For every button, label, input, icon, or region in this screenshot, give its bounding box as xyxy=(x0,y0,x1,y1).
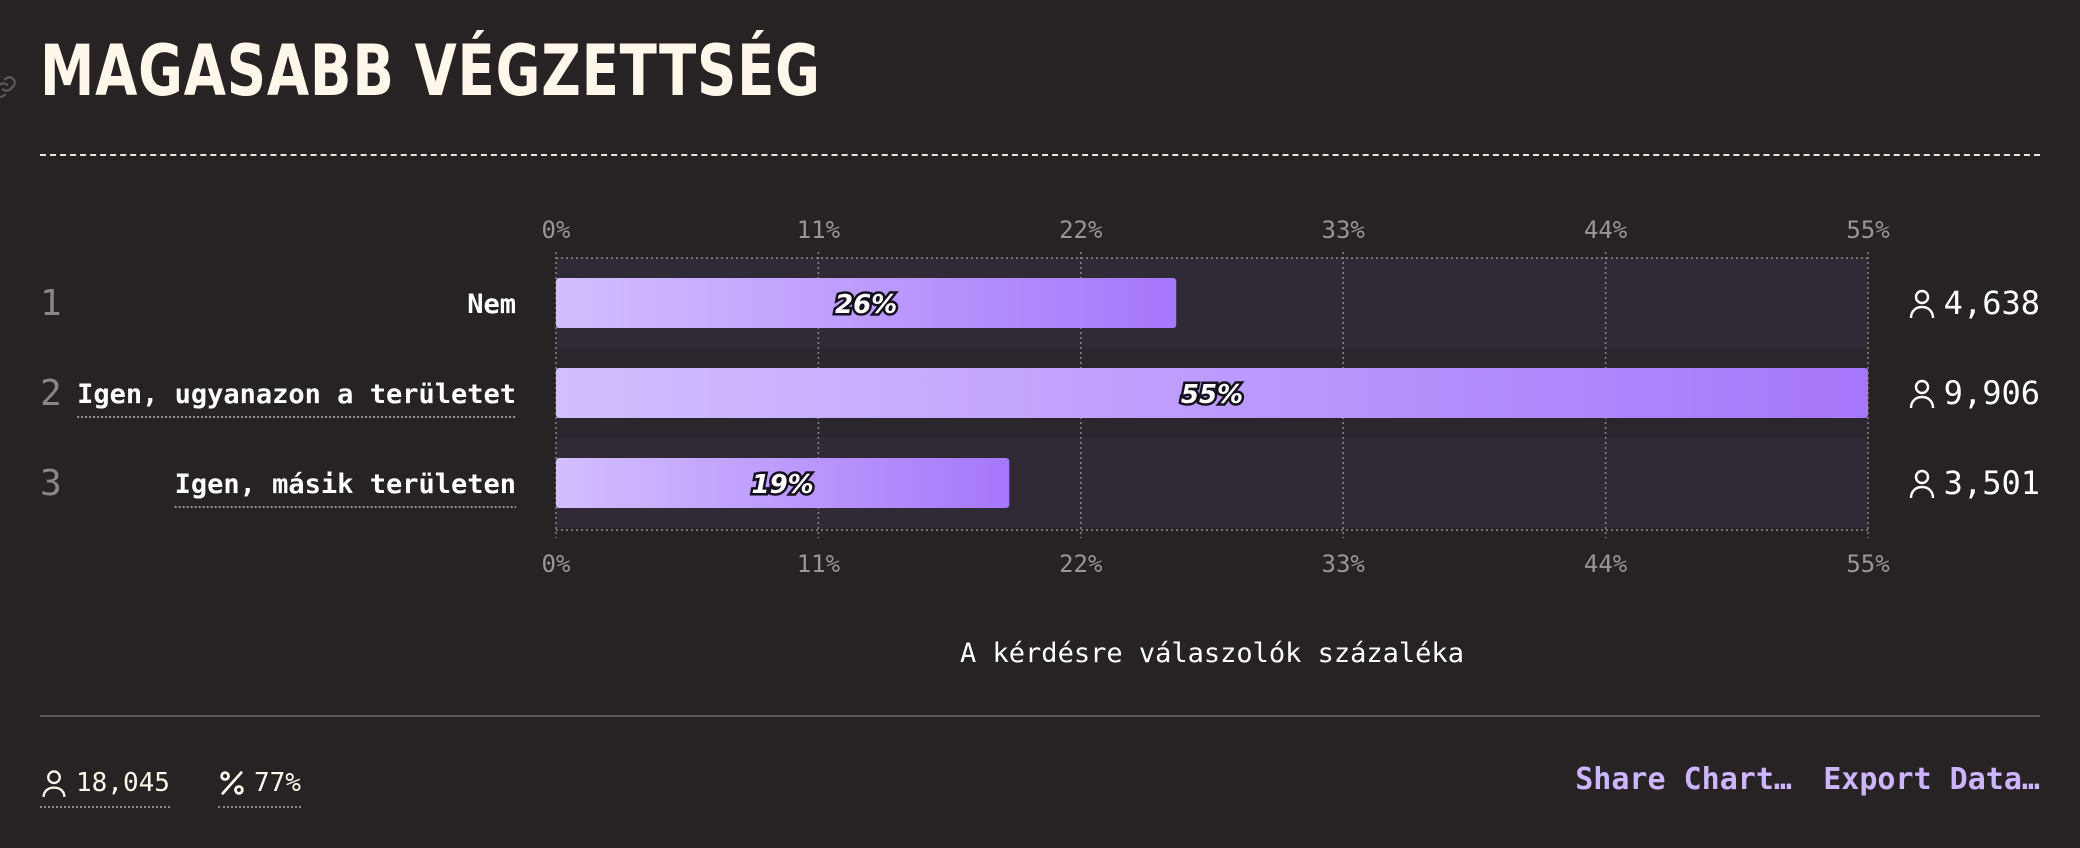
bar-value-label: 26% xyxy=(835,290,897,320)
row-rank: 2 xyxy=(40,373,62,414)
x-tick-label-top: 44% xyxy=(1584,216,1628,244)
x-tick-label-bottom: 33% xyxy=(1322,550,1366,578)
link-icon[interactable] xyxy=(0,74,18,104)
respondents-count: 18,045 xyxy=(76,768,170,798)
title-divider xyxy=(40,154,2040,156)
x-axis-label: A kérdésre válaszolók százaléka xyxy=(960,638,1464,669)
percent-stat[interactable]: 77% xyxy=(218,762,301,808)
x-tick-label-bottom: 22% xyxy=(1059,550,1103,578)
x-tick-label-top: 55% xyxy=(1846,216,1890,244)
chart-title: MAGASABB VÉGZETTSÉG xyxy=(40,30,821,112)
respondent-count: 9,906 xyxy=(1944,374,2040,412)
x-tick-label-bottom: 44% xyxy=(1584,550,1628,578)
row-rank: 1 xyxy=(40,283,62,324)
export-data-button[interactable]: Export Data… xyxy=(1823,762,2040,797)
percent-icon xyxy=(218,768,246,798)
bar-value-label: 55% xyxy=(1181,380,1243,410)
bar-chart: 0% 0% 11% 11% 22% 22% 33% 33% 44% 44% 55% 55% 1 Nem 26… xyxy=(40,216,2040,669)
row-rank: 3 xyxy=(40,463,62,504)
row-label: Igen, ugyanazon a területet xyxy=(77,379,516,410)
x-tick-label-top: 22% xyxy=(1059,216,1103,244)
row-label: Nem xyxy=(467,289,516,320)
bar xyxy=(556,278,1177,328)
respondent-count: 4,638 xyxy=(1944,284,2040,322)
user-icon xyxy=(1909,379,1935,409)
x-tick-label-bottom: 11% xyxy=(797,550,841,578)
respondents-stat[interactable]: 18,045 xyxy=(40,762,170,808)
user-icon xyxy=(1909,469,1935,499)
x-tick-label-top: 0% xyxy=(542,216,571,244)
percent-value: 77% xyxy=(254,768,301,798)
share-chart-button[interactable]: Share Chart… xyxy=(1575,762,1792,797)
bar xyxy=(556,368,1868,418)
bar-value-label: 19% xyxy=(752,470,814,500)
user-icon xyxy=(40,768,68,798)
x-tick-label-top: 11% xyxy=(797,216,841,244)
respondent-count: 3,501 xyxy=(1944,464,2040,502)
footer-divider xyxy=(40,715,2040,717)
bar xyxy=(556,458,1010,508)
x-tick-label-bottom: 55% xyxy=(1846,550,1890,578)
x-tick-label-top: 33% xyxy=(1322,216,1366,244)
x-tick-label-bottom: 0% xyxy=(542,550,571,578)
user-icon xyxy=(1909,289,1935,319)
row-label: Igen, másik területen xyxy=(175,469,516,500)
